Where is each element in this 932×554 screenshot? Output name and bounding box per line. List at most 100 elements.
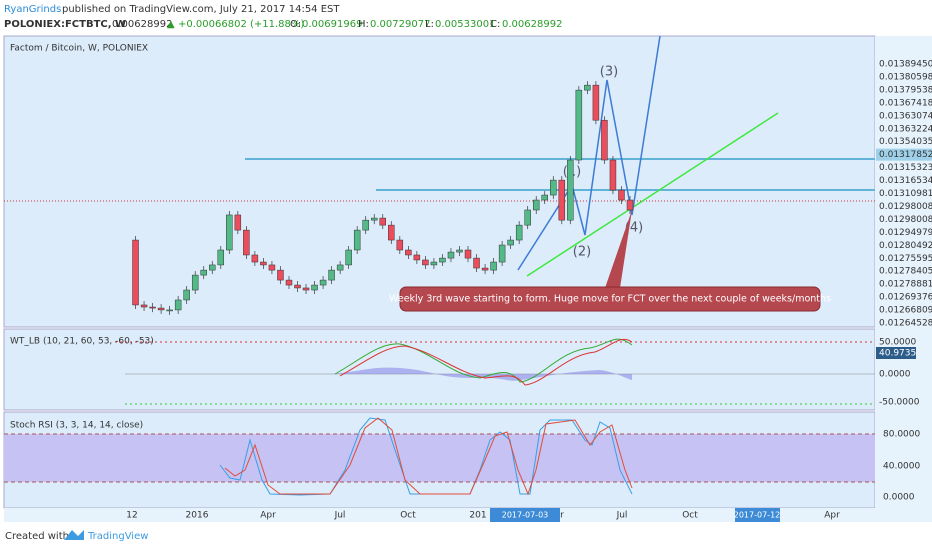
price-label: 0.01316534 (879, 176, 932, 186)
price-label: 0.01389450 (879, 60, 932, 70)
wt-label: -50.0000 (879, 398, 920, 408)
wave-label: (3) (600, 65, 618, 80)
price-label: 0.01354035 (879, 137, 932, 147)
candle (336, 264, 344, 271)
candle (302, 287, 310, 291)
close: 0.00628992 (502, 19, 562, 30)
time-label: Oct (682, 511, 698, 521)
wt-title: WT_LB (10, 21, 60, 53, -60, -53) (10, 337, 154, 347)
candle (601, 119, 608, 161)
candle (277, 269, 284, 281)
trend-line[interactable] (526, 112, 779, 277)
candle (200, 269, 207, 276)
candle (388, 224, 395, 241)
candle (532, 199, 540, 211)
candle (226, 214, 233, 251)
annotation-box[interactable] (399, 286, 821, 312)
candle (447, 251, 455, 259)
candles (132, 81, 634, 315)
candle (183, 289, 190, 301)
author[interactable]: RyanGrinds (4, 4, 61, 15)
candle (592, 84, 600, 121)
value-highlight (876, 347, 916, 359)
candle (422, 259, 429, 266)
time-highlight (490, 508, 560, 522)
time-label: Apr (824, 511, 840, 521)
annotation: Weekly 3rd wave starting to form. Huge m… (389, 294, 831, 305)
candle (490, 261, 497, 271)
candle (209, 264, 216, 271)
logo (64, 530, 84, 540)
time-label: Jul (616, 511, 628, 521)
candle (166, 309, 173, 312)
candle (439, 257, 446, 263)
candle (473, 257, 480, 269)
wt-label: 40.9735 (879, 349, 916, 359)
wt-signal (339, 338, 633, 386)
candle (174, 299, 182, 311)
price-label: 0.01379538 (879, 85, 932, 95)
open: 0.00691969 (302, 19, 362, 30)
candle (515, 224, 523, 241)
price-label: 0.01363224 (879, 124, 932, 134)
candle (567, 159, 574, 221)
price-label: 0.01363074 (879, 111, 932, 121)
candle (285, 279, 293, 286)
c-label: C: (490, 19, 500, 30)
candle (243, 229, 250, 256)
time-label: Oct (400, 511, 416, 521)
candle (319, 279, 327, 286)
price-axis-labels: 0.01389450 0.01380598 0.01379538 0.01367418… (876, 60, 932, 329)
time-marker: 2017-07-03 (502, 511, 549, 520)
wave-label: (2) (573, 245, 591, 260)
stoch-title: Stoch RSI (3, 3, 14, 14, close) (10, 421, 143, 431)
candle (311, 284, 318, 291)
price-axis (875, 36, 932, 508)
stoch-d (224, 417, 633, 496)
price-label: 0.01266809 (879, 306, 932, 316)
candle (456, 249, 463, 253)
time-label: 201 (469, 511, 486, 521)
arrow: ▲ (167, 19, 175, 30)
candle (251, 254, 259, 263)
candle (413, 254, 421, 261)
time-label: 12 (126, 511, 137, 521)
candle (353, 229, 361, 251)
price-label: 0.01280492 (879, 241, 932, 251)
change: +0.00066802 (+11.88%) (178, 19, 304, 30)
wt-pane[interactable] (3, 328, 876, 411)
time-axis (4, 508, 932, 522)
candle (345, 249, 352, 266)
l-label: L: (425, 19, 434, 30)
candle (507, 239, 514, 246)
stoch-band (4, 434, 875, 482)
price-title: Factom / Bitcoin, W, POLONIEX (10, 44, 148, 54)
brand[interactable]: TradingView (87, 531, 148, 542)
price-pane[interactable] (3, 35, 876, 328)
candle (550, 179, 557, 196)
candle (396, 239, 404, 251)
price-highlight (876, 148, 932, 161)
callout-pointer (605, 210, 632, 288)
candle (464, 249, 472, 259)
price-label: 0.01380598 (879, 72, 932, 82)
candle (430, 261, 438, 266)
price-label: 0.01278881 (879, 280, 932, 290)
wt-label: 50.0000 (879, 338, 916, 348)
wt-line (334, 338, 633, 383)
candle (618, 189, 625, 201)
low: 0.00533001 (435, 19, 495, 30)
high: 0.00729077 (370, 19, 430, 30)
candle (157, 307, 165, 311)
candle (379, 217, 386, 226)
candle (498, 244, 506, 263)
candle (584, 84, 591, 91)
o-label: O: (290, 19, 301, 30)
stoch-label: 0.0000 (883, 493, 915, 503)
time-label: 2016 (186, 511, 209, 521)
candle (260, 261, 267, 266)
published: published on TradingView.com, July 21, 2… (62, 4, 340, 15)
candle (140, 304, 148, 308)
